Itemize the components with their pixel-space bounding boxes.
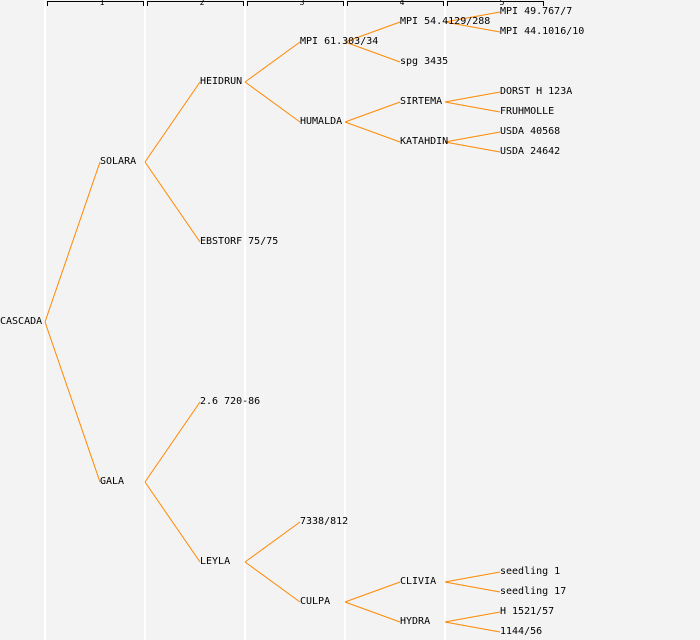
pedigree-node[interactable]: H 1521/57 <box>500 606 555 617</box>
pedigree-node[interactable]: CLIVIA <box>400 576 437 587</box>
pedigree-node[interactable]: seedling 17 <box>500 586 567 597</box>
pedigree-node[interactable]: CULPA <box>300 596 331 607</box>
generation-label: 5 <box>499 0 505 7</box>
pedigree-node[interactable]: CASCADA <box>0 316 43 327</box>
pedigree-link <box>144 81 201 163</box>
generation-bracket <box>247 1 344 6</box>
pedigree-link <box>244 521 301 563</box>
pedigree-node[interactable]: 2.6 720-86 <box>200 396 261 407</box>
pedigree-link <box>344 581 401 603</box>
pedigree-node[interactable]: MPI 49.767/7 <box>500 6 573 17</box>
generation-bracket <box>147 1 244 6</box>
pedigree-link <box>344 601 401 623</box>
pedigree-node[interactable]: MPI 61.303/34 <box>300 36 379 47</box>
pedigree-link <box>144 401 201 483</box>
column-divider <box>44 0 46 640</box>
pedigree-node[interactable]: HEIDRUN <box>200 76 243 87</box>
pedigree-node[interactable]: seedling 1 <box>500 566 561 577</box>
pedigree-node[interactable]: 1144/56 <box>500 626 543 637</box>
generation-label: 3 <box>299 0 305 7</box>
pedigree-link <box>244 81 301 123</box>
pedigree-link <box>444 621 501 633</box>
pedigree-link <box>444 571 501 583</box>
pedigree-link <box>444 141 501 153</box>
pedigree-link <box>44 321 101 483</box>
column-divider <box>144 0 146 640</box>
pedigree-node[interactable]: GALA <box>100 476 125 487</box>
pedigree-node[interactable]: EBSTORF 75/75 <box>200 236 279 247</box>
generation-bracket <box>447 1 544 6</box>
pedigree-link <box>344 121 401 143</box>
pedigree-link <box>444 101 501 113</box>
pedigree-link <box>444 611 501 623</box>
pedigree-node[interactable]: HUMALDA <box>300 116 343 127</box>
generation-label: 4 <box>399 0 405 7</box>
pedigree-node[interactable]: MPI 44.1016/10 <box>500 26 585 37</box>
pedigree-node[interactable]: spg 3435 <box>400 56 449 67</box>
pedigree-node[interactable]: DORST H 123A <box>500 86 573 97</box>
pedigree-node[interactable]: KATAHDIN <box>400 136 449 147</box>
generation-label: 2 <box>199 0 205 7</box>
generation-label: 1 <box>99 0 105 7</box>
pedigree-node[interactable]: SOLARA <box>100 156 137 167</box>
pedigree-node[interactable]: HYDRA <box>400 616 431 627</box>
pedigree-link <box>444 581 501 593</box>
pedigree-node[interactable]: 7338/812 <box>300 516 349 527</box>
pedigree-link <box>144 481 201 563</box>
pedigree-node[interactable]: MPI 54.4129/288 <box>400 16 491 27</box>
pedigree-link <box>444 91 501 103</box>
pedigree-link <box>144 161 201 243</box>
generation-bracket <box>347 1 444 6</box>
pedigree-node[interactable]: USDA 40568 <box>500 126 561 137</box>
pedigree-link <box>344 101 401 123</box>
generation-bracket <box>47 1 144 6</box>
pedigree-node[interactable]: USDA 24642 <box>500 146 561 157</box>
column-divider <box>244 0 246 640</box>
pedigree-link <box>344 41 401 63</box>
pedigree-link <box>244 41 301 83</box>
pedigree-link <box>444 131 501 143</box>
pedigree-node[interactable]: LEYLA <box>200 556 231 567</box>
column-divider <box>344 0 346 640</box>
pedigree-link <box>344 21 401 43</box>
column-divider <box>444 0 446 640</box>
pedigree-link <box>244 561 301 603</box>
pedigree-link <box>444 11 501 23</box>
pedigree-link <box>44 161 101 323</box>
pedigree-link <box>444 21 501 33</box>
pedigree-node[interactable]: SIRTEMA <box>400 96 443 107</box>
pedigree-node[interactable]: FRUHMOLLE <box>500 106 555 117</box>
